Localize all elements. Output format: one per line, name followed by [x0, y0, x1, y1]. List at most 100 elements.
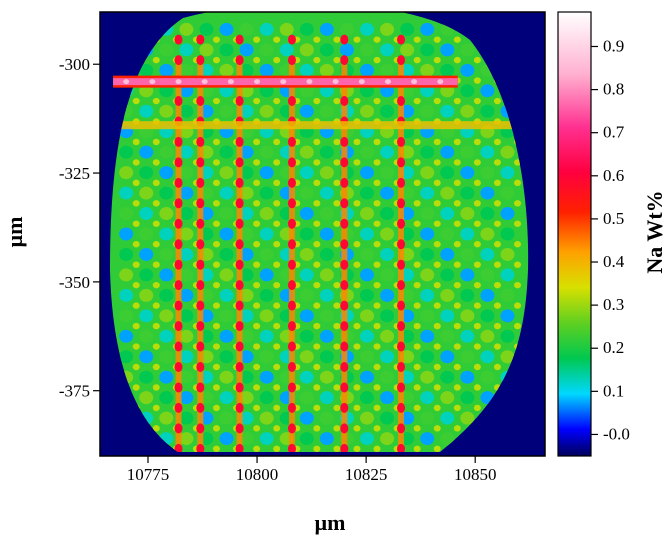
colorbar-tick-label: 0.9	[603, 36, 624, 55]
grid-node	[152, 138, 160, 146]
grid-node	[253, 56, 261, 64]
grid-node	[433, 404, 441, 412]
high-na-spot	[397, 443, 406, 452]
high-na-hotspot	[149, 79, 156, 85]
grid-spot	[239, 145, 254, 159]
high-na-spot	[397, 157, 406, 168]
grid-spot	[179, 268, 194, 282]
grid-node	[373, 363, 381, 371]
colorbar-tick-label: 0.5	[603, 209, 624, 228]
colorbar-tick-label: 0.6	[603, 166, 624, 185]
grid-node	[333, 425, 341, 432]
high-na-spot	[340, 300, 349, 311]
grid-node	[253, 200, 261, 207]
high-na-spot	[340, 239, 349, 250]
grid-node	[433, 322, 441, 330]
grid-node	[353, 384, 361, 391]
grid-spot	[380, 186, 395, 200]
grid-spot	[179, 329, 194, 343]
high-na-spot	[397, 321, 406, 332]
high-na-spot	[397, 218, 406, 229]
grid-node	[373, 261, 381, 268]
grid-spot	[139, 268, 154, 282]
high-na-spot	[235, 280, 244, 291]
high-na-spot	[174, 136, 183, 147]
grid-spot	[500, 350, 515, 364]
grid-spot	[460, 329, 475, 343]
grid-spot	[420, 227, 435, 241]
grid-node	[413, 220, 421, 227]
x-tick-label: 10800	[236, 465, 279, 484]
grid-spot	[420, 268, 435, 282]
grid-node	[152, 159, 160, 166]
grid-node	[433, 302, 441, 309]
grid-spot	[239, 411, 254, 425]
grid-spot	[480, 268, 495, 282]
grid-node	[453, 281, 461, 289]
grid-node	[313, 36, 321, 43]
grid-spot	[159, 227, 174, 241]
grid-node	[373, 302, 381, 309]
grid-spot	[179, 432, 194, 446]
x-axis: 10775 10800 10825 10850	[127, 456, 496, 484]
grid-node	[273, 261, 281, 268]
high-na-hotspot	[411, 79, 418, 85]
grid-node	[413, 36, 421, 43]
high-na-spot	[397, 34, 406, 45]
grid-spot	[259, 432, 274, 446]
grid-node	[493, 302, 501, 309]
grid-node	[514, 241, 522, 248]
grid-spot	[239, 268, 254, 282]
grid-spot	[239, 309, 254, 323]
high-na-spot	[196, 443, 205, 452]
high-na-spot	[235, 402, 244, 413]
grid-spot	[299, 370, 314, 384]
high-na-spot	[397, 382, 406, 393]
high-na-hotspot	[437, 79, 444, 85]
grid-node	[453, 179, 461, 187]
high-na-spot	[397, 280, 406, 291]
grid-spot	[380, 247, 395, 261]
grid-spot	[420, 329, 435, 343]
grid-spot	[239, 186, 254, 200]
grid-spot	[360, 104, 374, 118]
grid-node	[313, 200, 321, 207]
grid-spot	[460, 227, 475, 241]
grid-spot	[219, 207, 234, 221]
grid-node	[473, 363, 481, 371]
grid-spot	[360, 432, 374, 446]
grid-node	[433, 138, 441, 146]
grid-spot	[440, 186, 455, 200]
grid-spot	[179, 391, 194, 405]
grid-spot	[440, 43, 455, 57]
grid-spot	[159, 207, 174, 221]
grid-spot	[159, 329, 174, 343]
grid-node	[433, 220, 441, 227]
grid-node	[313, 343, 321, 350]
grid-node	[253, 138, 261, 146]
grid-node	[132, 281, 140, 289]
high-na-spot	[196, 218, 205, 229]
grid-spot	[159, 166, 174, 180]
grid-spot	[440, 432, 455, 446]
grid-node	[253, 36, 261, 43]
high-na-spot	[287, 218, 296, 229]
grid-spot	[339, 43, 354, 57]
grid-spot	[179, 350, 194, 364]
grid-node	[132, 302, 140, 309]
grid-spot	[179, 207, 194, 221]
high-na-hotspot	[175, 79, 182, 85]
grid-node	[373, 445, 381, 452]
grid-spot	[319, 309, 334, 323]
sample-map	[110, 12, 529, 452]
grid-node	[333, 302, 341, 309]
grid-node	[353, 97, 361, 105]
grid-node	[273, 281, 281, 289]
high-na-spot	[196, 321, 205, 332]
grid-node	[212, 56, 220, 64]
grid-spot	[179, 370, 194, 384]
high-na-spot	[174, 341, 183, 352]
grid-node	[433, 241, 441, 248]
grid-spot	[119, 227, 134, 241]
